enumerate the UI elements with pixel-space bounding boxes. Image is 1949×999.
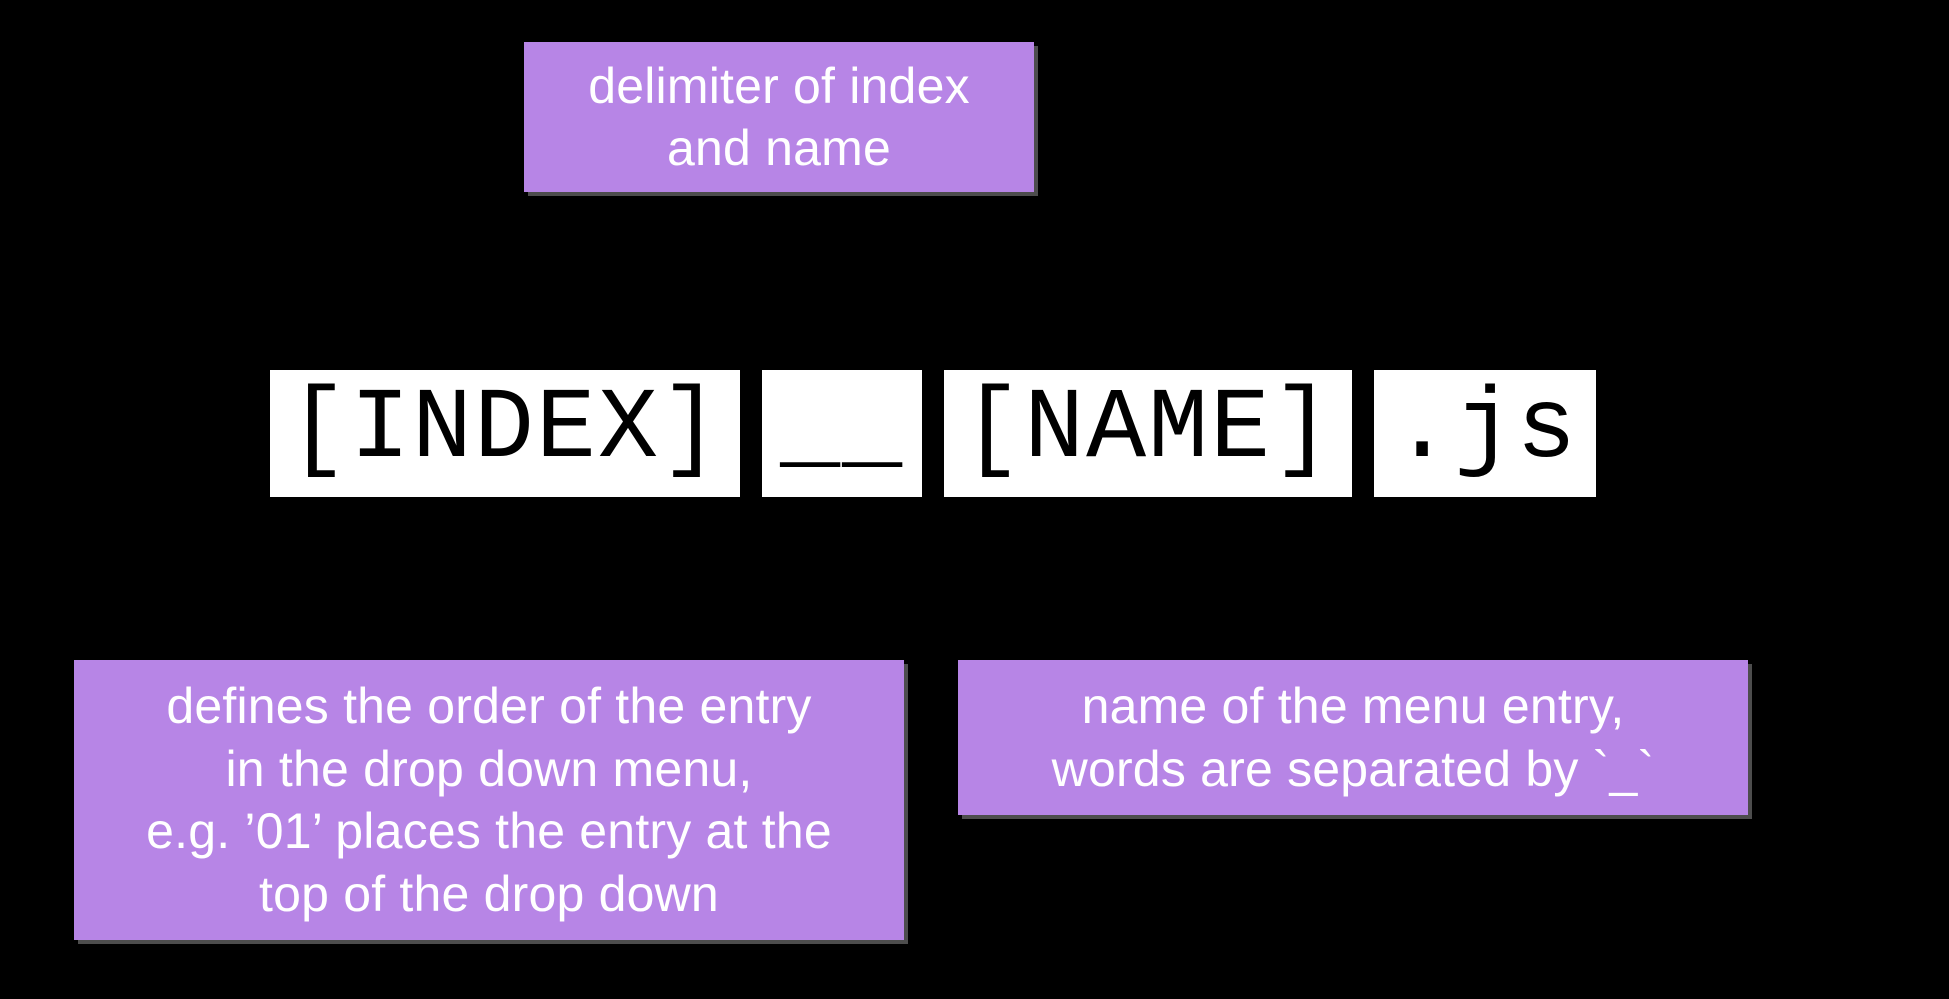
token-name: [NAME] xyxy=(944,370,1352,497)
filename-pattern-row: [INDEX] __ [NAME] .js xyxy=(270,370,1596,497)
annotation-delimiter: delimiter of indexand name xyxy=(524,42,1034,192)
token-delimiter: __ xyxy=(762,370,922,497)
token-index: [INDEX] xyxy=(270,370,740,497)
token-extension: .js xyxy=(1374,370,1596,497)
annotation-index: defines the order of the entryin the dro… xyxy=(74,660,904,940)
annotation-name: name of the menu entry,words are separat… xyxy=(958,660,1748,815)
